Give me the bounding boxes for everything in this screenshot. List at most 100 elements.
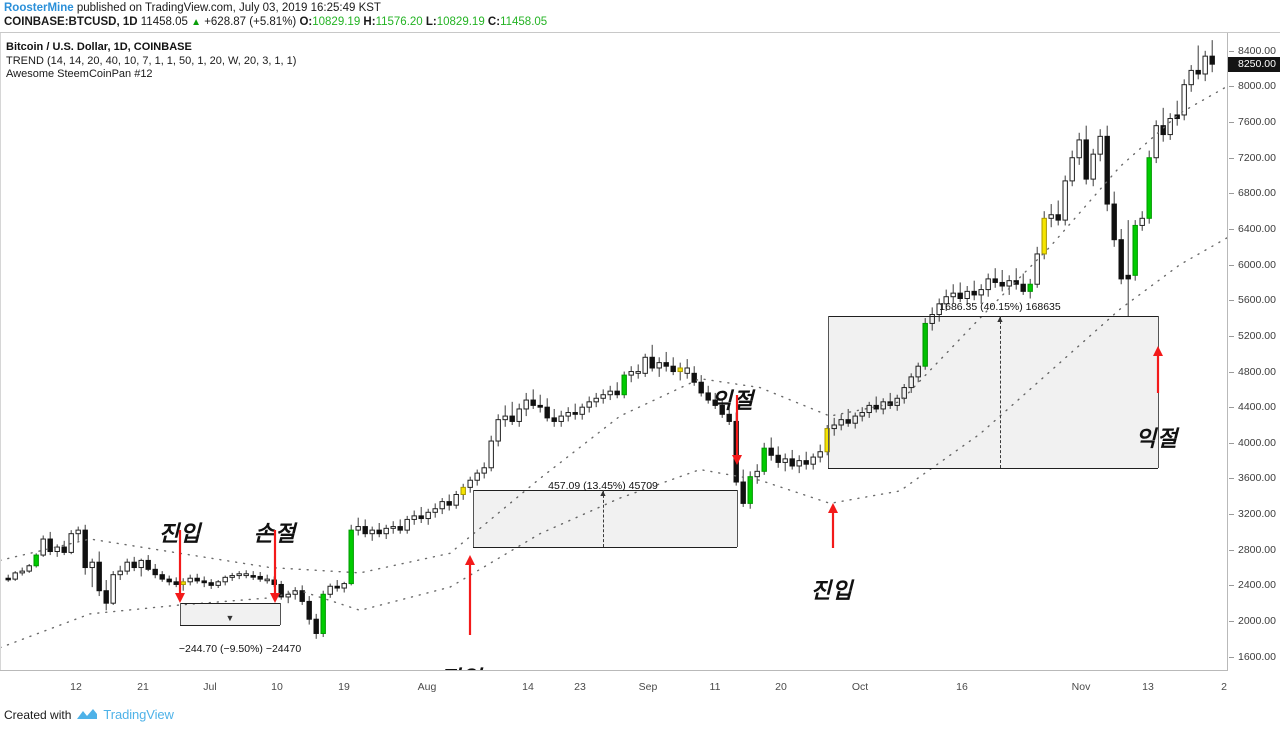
time-axis[interactable]: 12 21 Jul 10 19 Aug 14 23 Sep 11 20 Oct 16 Nov 13 2 [0,670,1228,701]
price-tick-mark [1229,371,1234,373]
time-tick-label: 23 [574,681,586,693]
trade-2-profit-pnl-label: 457.09 (13.45%) 45709 [548,480,658,492]
chart-header-bar: RoosterMine published on TradingView.com… [0,0,1280,33]
trade-1-loss-top-line [180,603,280,604]
indicator-title[interactable]: TREND (14, 14, 20, 40, 10, 7, 1, 1, 50, … [6,54,297,67]
close-label: C: [487,16,501,28]
price-tick-mark [1229,407,1234,409]
price-tick-mark [1229,264,1234,266]
price-tick-label: 6800.00 [1238,187,1276,200]
price-tick-mark [1229,229,1234,230]
time-tick-label: Sep [638,681,658,693]
price-tick-mark [1229,193,1234,195]
price-tick-label: 4000.00 [1238,436,1276,449]
plot-right-border [1227,33,1228,701]
price-tick-label: 7600.00 [1238,116,1276,129]
anno-takeprofit-3-label: 익절 [1135,426,1179,451]
price-tick-mark [1229,585,1234,587]
anno-stoploss-1-arrow-icon [267,530,283,603]
price-tick-label: 3600.00 [1238,472,1276,485]
time-tick-label: Nov [1071,681,1091,693]
price-tick-mark [1229,335,1234,337]
close-value: 11458.05 [500,16,548,28]
time-tick-label: Aug [417,681,437,693]
time-tick-label: 21 [137,681,149,693]
price-tick-label: 6000.00 [1238,258,1276,271]
footer-bar: Created with TradingView [0,701,1280,731]
symbol-label[interactable]: COINBASE:BTCUSD, 1D [4,16,138,28]
author-link[interactable]: RoosterMine [4,2,74,14]
high-label: H: [363,16,376,28]
last-price: 11458.05 [140,16,188,28]
price-tick-mark [1229,514,1234,516]
price-axis[interactable]: 8400.00 8000.00 7600.00 7200.00 6800.00 6400.… [1228,33,1280,701]
trade-1-loss-marker-icon: ▼ [225,613,235,623]
anno-entry-2-arrow-icon [462,555,478,635]
price-tick-label: 5600.00 [1238,294,1276,307]
price-tick-mark [1229,300,1234,302]
trade-2-profit-entry-line [473,490,474,547]
trade-1-loss-bottom-line [180,625,280,626]
trade-2-profit-exit-line [737,490,738,547]
anno-takeprofit-2-arrow-icon [729,395,745,465]
price-tick-mark [1229,656,1234,658]
chart-title[interactable]: Bitcoin / U.S. Dollar, 1D, COINBASE [6,41,192,53]
price-tick-label: 5200.00 [1238,329,1276,342]
trade-2-profit-bottom-line [473,547,737,548]
price-tick-mark [1229,549,1234,551]
price-tick-label: 2000.00 [1238,615,1276,627]
header-divider [0,32,1280,33]
symbol-quote-line: COINBASE:BTCUSD, 1D 11458.05 ▲ +628.87 (… [4,16,547,28]
price-tick-mark [1229,157,1234,159]
time-axis-line [0,670,1228,671]
price-tick-mark [1229,122,1234,124]
trade-3-profit-entry-line [828,316,829,468]
anno-entry-1-arrow-icon [172,530,188,603]
price-tick-mark [1229,86,1234,88]
time-tick-label: 10 [271,681,283,693]
price-plot[interactable]: ▼ −244.70 (−9.50%) −24470 ▲ 457.09 (13.45%)… [0,33,1228,670]
chart-title-block: Bitcoin / U.S. Dollar, 1D, COINBASE TREN… [6,41,296,82]
time-tick-label: 12 [70,681,82,693]
trade-1-loss-exit-line [280,603,281,625]
time-tick-label: 2 [1221,681,1227,693]
trade-1-loss-box[interactable] [180,603,280,625]
trade-3-profit-pnl-label: 1686.35 (40.15%) 168635 [939,301,1061,313]
price-tick-label: 2400.00 [1238,579,1276,592]
price-tick-mark [1229,478,1234,480]
chart-area[interactable]: ▼ −244.70 (−9.50%) −24470 ▲ 457.09 (13.45%)… [0,33,1280,701]
trade-2-profit-box[interactable] [473,490,737,547]
tradingview-brand[interactable]: TradingView [103,707,174,722]
low-label: L: [425,16,437,28]
chart-subtitle: Awesome SteemCoinPan #12 [6,68,153,80]
time-tick-label: Oct [851,681,869,693]
trade-3-profit-box[interactable] [828,316,1158,468]
price-tick-label: 1600.00 [1238,650,1276,663]
publication-text: published on TradingView.com, July 03, 2… [73,2,381,14]
trade-2-profit-top-line [473,490,737,491]
up-triangle-icon: ▲ [191,17,201,28]
time-tick-label: 19 [338,681,350,693]
anno-entry-3-label: 진입 [810,578,854,603]
open-label: O: [299,16,313,28]
publication-line: RoosterMine published on TradingView.com… [4,2,381,14]
time-tick-label: Jul [203,681,217,693]
created-with-label: Created with [4,707,72,722]
trade-3-profit-mid-dash [1000,316,1001,468]
price-tick-mark [1229,442,1234,444]
trade-3-profit-top-line [828,316,1158,317]
anno-entry-3-arrow-icon [825,503,841,548]
price-tick-label: 8000.00 [1238,80,1276,93]
anno-entry-2-label: 진입 [440,661,482,670]
time-tick-label: 16 [956,681,968,693]
price-tick-label: 8400.00 [1238,44,1276,57]
price-tick-label: 7200.00 [1238,151,1276,164]
time-tick-label: 14 [522,681,534,693]
time-tick-label: 20 [775,681,787,693]
trade-2-profit-marker-icon: ▲ [598,488,608,498]
trade-1-loss-pnl-label: −244.70 (−9.50%) −24470 [178,643,302,655]
low-value: 10829.19 [436,16,485,28]
open-value: 10829.19 [312,16,361,28]
price-tick-mark [1229,50,1234,52]
price-tick-label: 3200.00 [1238,508,1276,521]
